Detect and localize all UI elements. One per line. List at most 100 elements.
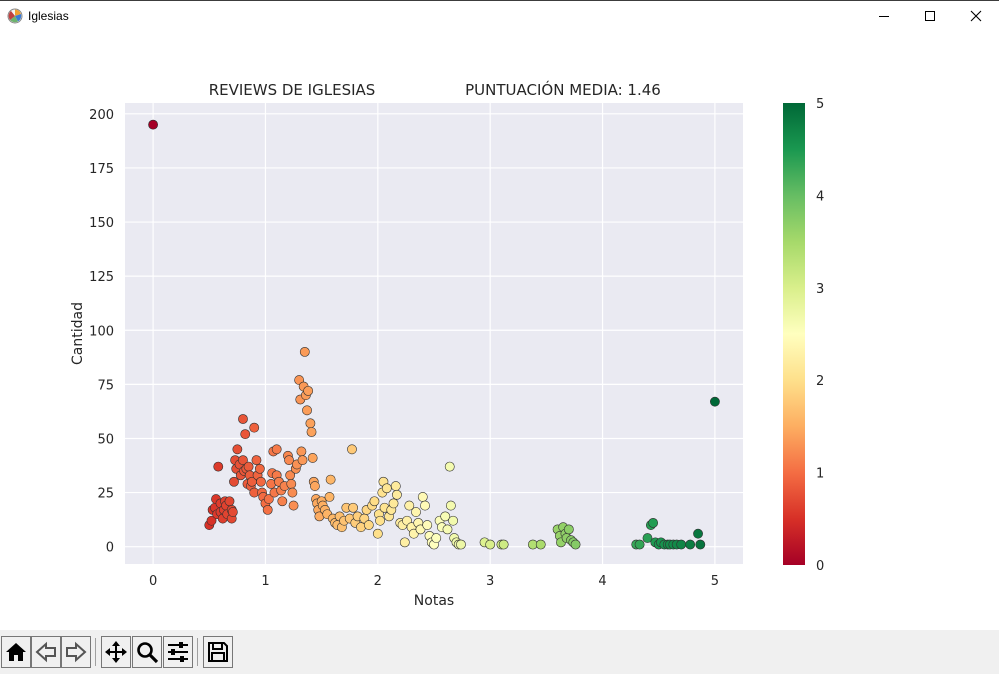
data-point bbox=[307, 453, 318, 463]
data-point bbox=[348, 502, 358, 513]
y-tick-label: 75 bbox=[97, 378, 114, 393]
data-point bbox=[442, 524, 453, 535]
data-point bbox=[325, 474, 336, 485]
x-axis-label: Notas bbox=[414, 593, 454, 609]
data-point bbox=[302, 405, 312, 416]
data-point bbox=[238, 455, 248, 466]
toolbar-separator bbox=[197, 638, 198, 666]
close-button[interactable] bbox=[953, 1, 999, 31]
data-point bbox=[411, 507, 421, 517]
window-title: Iglesias bbox=[28, 9, 69, 23]
data-point bbox=[375, 515, 385, 526]
data-point bbox=[535, 539, 546, 550]
data-point bbox=[238, 414, 248, 424]
matplotlib-app-icon bbox=[7, 8, 23, 24]
data-point bbox=[422, 520, 433, 530]
configure-subplots-button[interactable] bbox=[163, 636, 193, 668]
data-point bbox=[642, 533, 653, 543]
data-point bbox=[254, 463, 265, 474]
data-point bbox=[392, 489, 402, 500]
chart-title-left: REVIEWS DE IGLESIAS bbox=[209, 81, 376, 99]
data-point bbox=[303, 385, 314, 396]
data-point bbox=[286, 479, 297, 489]
data-point bbox=[417, 492, 428, 502]
minimize-button[interactable] bbox=[861, 1, 907, 31]
maximize-button[interactable] bbox=[907, 1, 953, 31]
plot-area bbox=[125, 103, 743, 564]
y-tick-label: 200 bbox=[89, 108, 114, 123]
colorbar-tick-label: 5 bbox=[816, 97, 824, 112]
data-point bbox=[277, 496, 288, 507]
data-point bbox=[456, 539, 466, 550]
data-point bbox=[243, 461, 254, 472]
data-point bbox=[676, 539, 687, 550]
data-point bbox=[363, 520, 374, 530]
chart-title-right: PUNTUACIÓN MEDIA: 1.46 bbox=[465, 80, 661, 99]
data-point bbox=[232, 444, 243, 455]
data-point bbox=[249, 422, 260, 433]
minimize-icon bbox=[879, 16, 889, 17]
figure-canvas[interactable]: 0 1 2 3 4 5 0 25 50 75 100 125 150 175 200 REVIEWS DE … bbox=[0, 31, 999, 630]
data-point bbox=[256, 476, 266, 487]
data-point bbox=[381, 483, 392, 494]
data-point bbox=[288, 500, 299, 511]
data-point bbox=[634, 539, 645, 550]
data-point bbox=[305, 418, 316, 429]
data-point bbox=[372, 528, 383, 539]
colorbar-tick-label: 0 bbox=[816, 559, 824, 574]
x-tick-label: 5 bbox=[711, 574, 719, 589]
data-point bbox=[404, 500, 415, 511]
data-point bbox=[287, 487, 298, 498]
navigation-toolbar bbox=[0, 630, 999, 674]
window-titlebar: Iglesias bbox=[0, 0, 999, 31]
maximize-icon bbox=[925, 11, 935, 21]
x-tick-label: 1 bbox=[261, 574, 269, 589]
data-point bbox=[213, 461, 224, 472]
data-point bbox=[390, 481, 401, 491]
back-icon bbox=[35, 641, 56, 663]
zoom-button[interactable] bbox=[132, 636, 162, 668]
colorbar-ticks: 0 1 2 3 4 5 bbox=[816, 97, 824, 574]
forward-button[interactable] bbox=[61, 636, 91, 668]
data-point bbox=[648, 517, 659, 528]
colorbar bbox=[783, 103, 805, 565]
pan-button[interactable] bbox=[101, 636, 131, 668]
data-point bbox=[262, 504, 273, 515]
data-point bbox=[448, 515, 459, 526]
save-button[interactable] bbox=[203, 636, 233, 668]
data-point bbox=[388, 498, 399, 509]
home-icon bbox=[6, 643, 26, 661]
save-icon bbox=[208, 642, 228, 662]
data-point bbox=[227, 507, 238, 517]
data-point bbox=[224, 496, 235, 507]
data-point bbox=[251, 455, 262, 466]
y-tick-label: 50 bbox=[97, 432, 114, 447]
colorbar-tick-label: 3 bbox=[816, 282, 824, 297]
data-point bbox=[148, 119, 158, 130]
data-point bbox=[240, 429, 251, 440]
back-button[interactable] bbox=[31, 636, 61, 668]
y-tick-label: 150 bbox=[89, 216, 114, 231]
data-point bbox=[444, 461, 455, 472]
y-tick-label: 125 bbox=[89, 270, 114, 285]
data-point bbox=[445, 500, 456, 511]
colorbar-tick-label: 2 bbox=[816, 374, 824, 389]
forward-icon bbox=[66, 641, 87, 663]
data-point bbox=[284, 455, 294, 466]
data-point bbox=[440, 511, 451, 522]
y-tick-label: 25 bbox=[97, 487, 114, 502]
data-point bbox=[710, 396, 720, 407]
home-button[interactable] bbox=[1, 636, 31, 668]
data-point bbox=[324, 492, 335, 502]
colorbar-tick-label: 4 bbox=[816, 189, 824, 204]
data-point bbox=[206, 515, 217, 526]
x-tick-label: 4 bbox=[598, 574, 606, 589]
toolbar-separator bbox=[95, 638, 96, 666]
data-point bbox=[693, 528, 703, 539]
data-point bbox=[306, 427, 317, 437]
data-point bbox=[271, 444, 282, 455]
data-point bbox=[297, 455, 308, 466]
y-tick-label: 175 bbox=[89, 162, 114, 177]
